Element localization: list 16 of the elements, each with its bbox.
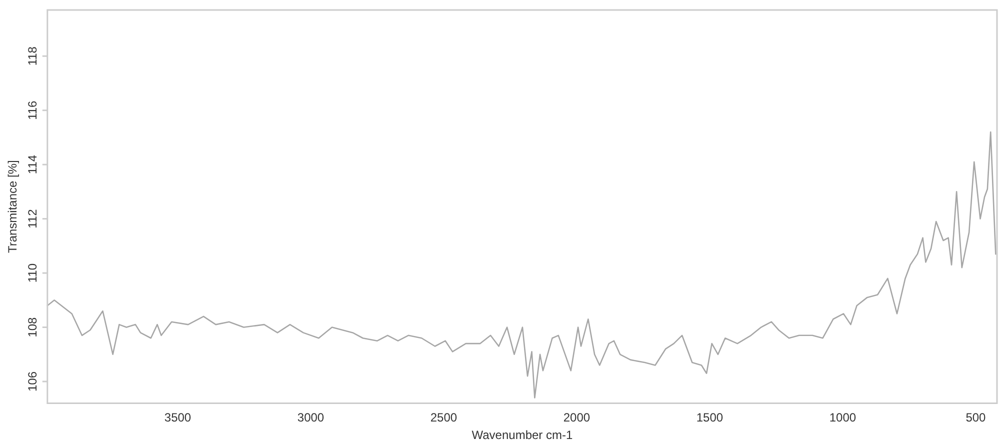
x-tick-label: 3000: [297, 410, 324, 425]
y-tick-label: 106: [26, 371, 40, 392]
x-tick-label: 2500: [430, 410, 458, 425]
x-tick-label: 1500: [696, 410, 724, 425]
x-tick-label: 3500: [164, 410, 192, 425]
y-tick-label: 110: [26, 263, 40, 283]
y-tick-label: 116: [26, 100, 40, 120]
y-tick-label: 108: [26, 316, 40, 338]
y-tick-label: 118: [26, 46, 40, 66]
x-tick-label: 2000: [563, 410, 590, 425]
x-tick-label: 500: [966, 410, 986, 425]
y-axis-title: Transmitance [%]: [6, 160, 20, 254]
y-tick-label: 114: [26, 154, 40, 174]
y-tick-label: 112: [26, 208, 40, 228]
x-axis-title: Wavenumber cm-1: [472, 428, 573, 442]
x-tick-label: 1000: [829, 410, 856, 425]
